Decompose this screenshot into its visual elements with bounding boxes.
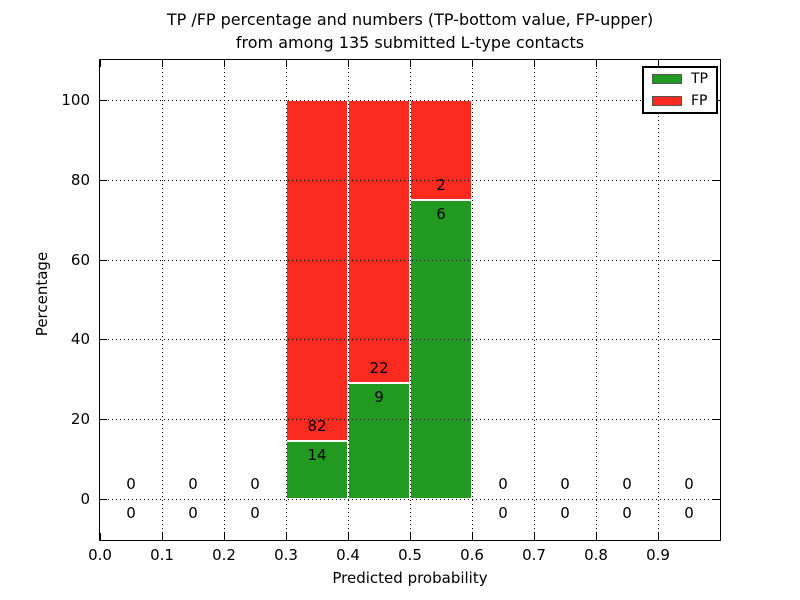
y-tick-mark-right bbox=[713, 419, 720, 420]
y-tick-label: 100 bbox=[61, 91, 90, 109]
x-tick-label: 0.7 bbox=[522, 546, 546, 564]
bar-count-fp: 0 bbox=[188, 475, 198, 493]
y-tick-mark-left bbox=[100, 499, 107, 500]
y-tick-label: 40 bbox=[70, 330, 90, 348]
y-tick-mark-right bbox=[713, 499, 720, 500]
x-tick-mark-bottom bbox=[162, 533, 163, 540]
y-tick-mark-left bbox=[100, 419, 107, 420]
bar-segment-fp bbox=[348, 100, 410, 383]
grid-line-vertical bbox=[348, 60, 349, 540]
bar-segment-tp bbox=[348, 383, 410, 499]
grid-line-vertical bbox=[472, 60, 473, 540]
plot-area: TP FP 0 0 0 0 0 0 82 14 22 9 2 6 0 0 0 0 0 0 0 0 bbox=[99, 59, 721, 541]
bar-count-tp: 0 bbox=[622, 504, 632, 522]
x-tick-mark-top bbox=[286, 60, 287, 67]
y-tick-mark-left bbox=[100, 100, 107, 101]
bar-count-fp: 0 bbox=[684, 475, 694, 493]
legend-entry-fp: FP bbox=[644, 91, 716, 111]
bar-count-tp: 0 bbox=[126, 504, 136, 522]
x-tick-label: 0.2 bbox=[212, 546, 236, 564]
bar-count-tp: 0 bbox=[498, 504, 508, 522]
x-tick-mark-bottom bbox=[596, 533, 597, 540]
grid-line-vertical bbox=[658, 60, 659, 540]
x-tick-label: 0.9 bbox=[646, 546, 670, 564]
x-tick-mark-bottom bbox=[534, 533, 535, 540]
legend-label-fp: FP bbox=[691, 92, 708, 109]
bar-count-tp: 0 bbox=[250, 504, 260, 522]
y-tick-mark-left bbox=[100, 260, 107, 261]
bar-segment-tp bbox=[410, 200, 472, 499]
y-tick-label: 80 bbox=[70, 171, 90, 189]
bar-count-tp: 0 bbox=[188, 504, 198, 522]
y-tick-label: 60 bbox=[70, 251, 90, 269]
x-tick-mark-top bbox=[472, 60, 473, 67]
x-tick-label: 0.0 bbox=[88, 546, 112, 564]
grid-line-vertical bbox=[596, 60, 597, 540]
x-tick-mark-top bbox=[162, 60, 163, 67]
bar-count-tp: 6 bbox=[436, 205, 446, 223]
x-tick-label: 0.1 bbox=[150, 546, 174, 564]
x-tick-mark-bottom bbox=[410, 533, 411, 540]
grid-line-vertical bbox=[162, 60, 163, 540]
y-tick-label: 20 bbox=[70, 410, 90, 428]
chart-title: TP /FP percentage and numbers (TP-bottom… bbox=[100, 8, 720, 54]
bar-segment-tp bbox=[286, 441, 348, 499]
x-tick-mark-top bbox=[348, 60, 349, 67]
legend-label-tp: TP bbox=[691, 71, 708, 88]
legend-entry-tp: TP bbox=[644, 69, 716, 89]
grid-line-vertical bbox=[286, 60, 287, 540]
grid-line-vertical bbox=[410, 60, 411, 540]
x-tick-mark-bottom bbox=[348, 533, 349, 540]
x-tick-label: 0.5 bbox=[398, 546, 422, 564]
bar-count-fp: 0 bbox=[126, 475, 136, 493]
legend-swatch-tp-icon bbox=[652, 74, 682, 85]
x-tick-mark-bottom bbox=[658, 533, 659, 540]
x-tick-mark-bottom bbox=[224, 533, 225, 540]
legend: TP FP bbox=[642, 66, 718, 114]
bar-count-fp: 82 bbox=[307, 417, 327, 435]
x-tick-mark-bottom bbox=[472, 533, 473, 540]
x-tick-label: 0.8 bbox=[584, 546, 608, 564]
bar-count-tp: 9 bbox=[374, 388, 384, 406]
x-tick-mark-bottom bbox=[100, 533, 101, 540]
bar-count-fp: 0 bbox=[250, 475, 260, 493]
y-tick-mark-right bbox=[713, 180, 720, 181]
x-tick-mark-top bbox=[410, 60, 411, 67]
x-tick-mark-top bbox=[224, 60, 225, 67]
grid-line-vertical bbox=[534, 60, 535, 540]
grid-line-vertical bbox=[224, 60, 225, 540]
x-tick-mark-top bbox=[658, 60, 659, 67]
y-tick-mark-right bbox=[713, 260, 720, 261]
bar-count-fp: 0 bbox=[560, 475, 570, 493]
legend-swatch-fp-icon bbox=[652, 95, 682, 106]
bar-count-tp: 0 bbox=[684, 504, 694, 522]
y-tick-mark-left bbox=[100, 180, 107, 181]
x-tick-mark-top bbox=[100, 60, 101, 67]
bar-count-fp: 2 bbox=[436, 176, 446, 194]
y-tick-mark-right bbox=[713, 339, 720, 340]
bar-count-tp: 14 bbox=[307, 446, 327, 464]
bar-count-fp: 0 bbox=[622, 475, 632, 493]
x-tick-mark-top bbox=[534, 60, 535, 67]
chart-title-line2: from among 135 submitted L-type contacts bbox=[235, 33, 585, 52]
bar-segment-fp bbox=[286, 100, 348, 441]
x-tick-label: 0.4 bbox=[336, 546, 360, 564]
y-tick-mark-left bbox=[100, 339, 107, 340]
x-tick-label: 0.3 bbox=[274, 546, 298, 564]
chart-title-line1: TP /FP percentage and numbers (TP-bottom… bbox=[166, 10, 654, 29]
x-tick-label: 0.6 bbox=[460, 546, 484, 564]
y-tick-label: 0 bbox=[80, 490, 90, 508]
x-tick-mark-top bbox=[596, 60, 597, 67]
bar-count-fp: 0 bbox=[498, 475, 508, 493]
bar-count-tp: 0 bbox=[560, 504, 570, 522]
x-tick-mark-bottom bbox=[286, 533, 287, 540]
bar-count-fp: 22 bbox=[369, 359, 389, 377]
x-axis-label: Predicted probability bbox=[332, 569, 488, 587]
